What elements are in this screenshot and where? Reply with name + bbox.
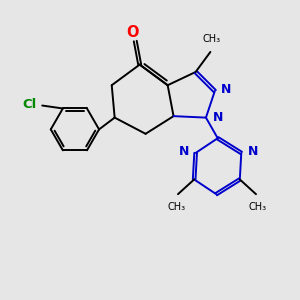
Text: CH₃: CH₃: [167, 202, 186, 212]
Text: N: N: [212, 111, 223, 124]
Text: CH₃: CH₃: [248, 202, 266, 212]
Text: O: O: [127, 25, 139, 40]
Text: Cl: Cl: [23, 98, 37, 111]
Text: N: N: [179, 145, 189, 158]
Text: N: N: [221, 83, 232, 96]
Text: N: N: [248, 145, 258, 158]
Text: CH₃: CH₃: [203, 34, 221, 44]
